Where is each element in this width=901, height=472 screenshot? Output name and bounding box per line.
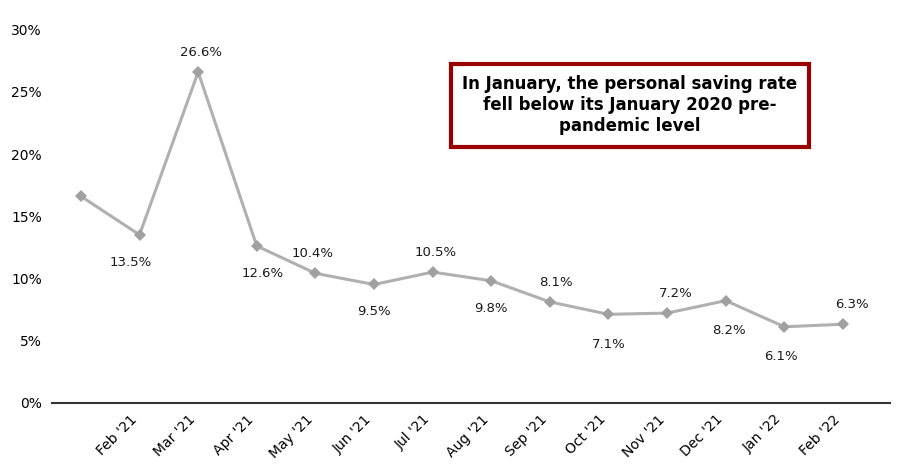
Text: 9.8%: 9.8% bbox=[475, 302, 508, 315]
Text: 8.1%: 8.1% bbox=[539, 276, 572, 288]
Text: 12.6%: 12.6% bbox=[241, 267, 284, 280]
Text: 10.4%: 10.4% bbox=[291, 247, 333, 260]
Text: 13.5%: 13.5% bbox=[110, 256, 152, 269]
Text: 6.3%: 6.3% bbox=[835, 298, 869, 311]
Text: 10.5%: 10.5% bbox=[414, 246, 457, 259]
Text: 26.6%: 26.6% bbox=[180, 46, 222, 59]
Text: 9.5%: 9.5% bbox=[357, 305, 391, 318]
Text: 6.1%: 6.1% bbox=[765, 350, 798, 363]
Text: 7.1%: 7.1% bbox=[592, 337, 625, 351]
Text: In January, the personal saving rate
fell below its January 2020 pre-
pandemic l: In January, the personal saving rate fel… bbox=[462, 75, 797, 135]
Text: 7.2%: 7.2% bbox=[659, 287, 693, 300]
Text: 8.2%: 8.2% bbox=[712, 324, 745, 337]
